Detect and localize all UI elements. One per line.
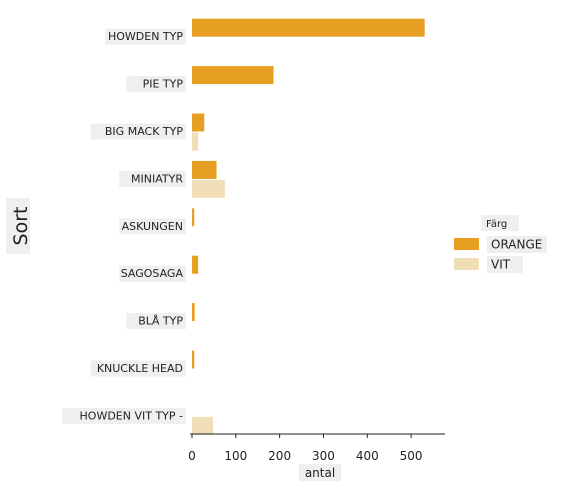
y-tick-label: HOWDEN TYP bbox=[108, 30, 183, 43]
y-tick-label: MINIATYR bbox=[131, 172, 183, 185]
x-tick-label: 200 bbox=[268, 449, 291, 463]
legend-label-vit: VIT bbox=[491, 258, 511, 272]
x-axis-title: antal bbox=[305, 466, 335, 480]
y-tick-label: ASKUNGEN bbox=[122, 220, 183, 233]
y-tick-label-bg bbox=[105, 28, 186, 45]
bar-vit-8 bbox=[192, 416, 214, 435]
legend-label-bg bbox=[487, 256, 523, 273]
y-tick-label-bg bbox=[90, 123, 186, 140]
bar-orange-5 bbox=[192, 255, 199, 274]
bar-vit-3 bbox=[192, 179, 225, 198]
legend: Färg ORANGE VIT bbox=[454, 215, 547, 273]
y-tick-label: PIE TYP bbox=[143, 78, 184, 91]
bar-vit-2 bbox=[192, 132, 199, 151]
y-tick-label-bg bbox=[126, 313, 186, 330]
legend-label-bg bbox=[487, 236, 547, 253]
legend-title: Färg bbox=[486, 219, 507, 230]
bars-layer bbox=[192, 18, 425, 435]
bar-orange-1 bbox=[192, 66, 274, 85]
y-tick-label: BLÅ TYP bbox=[138, 315, 183, 328]
y-tick-label: HOWDEN VIT TYP - bbox=[80, 409, 184, 422]
y-tick-label-bg bbox=[119, 218, 186, 235]
x-tick-label: 100 bbox=[224, 449, 247, 463]
legend-title-bg bbox=[481, 215, 519, 231]
legend-swatch-vit bbox=[454, 258, 479, 270]
bar-orange-7 bbox=[192, 350, 195, 369]
legend-items: ORANGE VIT bbox=[454, 236, 547, 273]
x-tick-label: 300 bbox=[312, 449, 335, 463]
legend-label-orange: ORANGE bbox=[491, 238, 542, 252]
bar-orange-0 bbox=[192, 18, 425, 37]
legend-swatch-orange bbox=[454, 238, 479, 250]
y-tick-label: SAGOSAGA bbox=[121, 267, 184, 280]
bar-orange-6 bbox=[192, 303, 195, 322]
bar-orange-2 bbox=[192, 113, 205, 132]
y-tick-label-bg bbox=[119, 170, 186, 187]
y-axis-title-bg bbox=[6, 198, 30, 254]
x-tick-label: 400 bbox=[356, 449, 379, 463]
y-tick-label-bg bbox=[126, 76, 186, 93]
y-tick-label: BIG MACK TYP bbox=[105, 125, 183, 138]
y-tick-label: KNUCKLE HEAD bbox=[97, 362, 183, 375]
x-tick-label: 0 bbox=[188, 449, 196, 463]
x-ticks-layer: 0 100 200 300 400 500 bbox=[188, 434, 423, 463]
y-tick-label-bg bbox=[90, 360, 186, 377]
y-tick-label-bg bbox=[62, 407, 186, 424]
y-tick-label-bg bbox=[119, 265, 186, 282]
x-axis-title-bg bbox=[299, 464, 341, 481]
bar-orange-3 bbox=[192, 160, 217, 179]
y-labels-layer: HOWDEN TYP PIE TYP BIG MACK TYP MINIATYR ASK… bbox=[62, 28, 186, 424]
y-axis-title: Sort bbox=[10, 207, 32, 246]
bar-orange-4 bbox=[192, 208, 195, 227]
x-tick-label: 500 bbox=[400, 449, 423, 463]
